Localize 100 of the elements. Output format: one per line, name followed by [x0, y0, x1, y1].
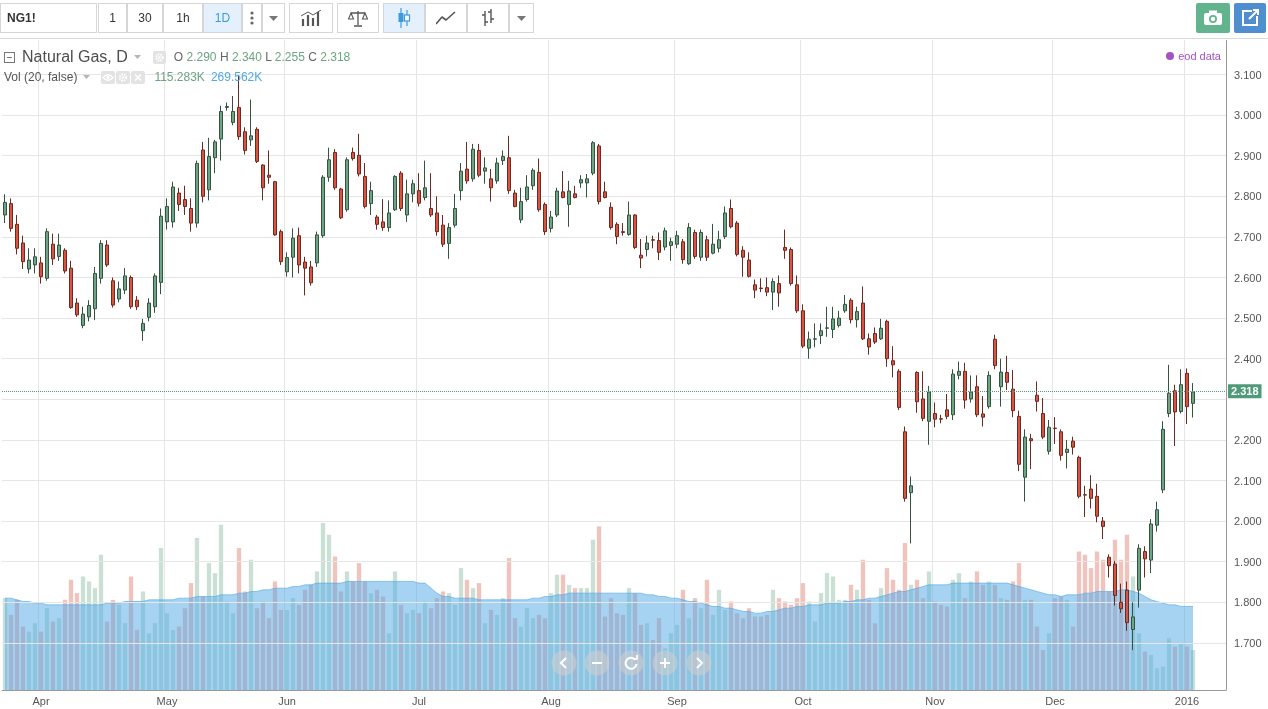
candlestick [141, 318, 145, 342]
candlestick [993, 334, 997, 370]
candlestick [363, 162, 367, 209]
candlestick [1107, 553, 1111, 579]
y-tick-label: 2.200 [1234, 433, 1262, 446]
x-tick-label: 2016 [1174, 695, 1200, 707]
y-tick-label: 2.800 [1234, 190, 1262, 203]
candlestick [747, 251, 751, 279]
candlestick [1185, 367, 1189, 425]
candlestick [897, 368, 901, 411]
candlestick [561, 170, 565, 199]
candlestick [699, 229, 703, 262]
candlestick [57, 233, 61, 262]
candlestick [285, 251, 289, 278]
text: Natural Gas, D [22, 48, 128, 66]
candlestick [129, 274, 133, 310]
candlestick [687, 222, 691, 266]
candlestick [291, 227, 295, 279]
candlestick [1179, 368, 1183, 415]
annotation: 115.283K [154, 70, 205, 84]
x-tick-label: Nov [925, 695, 945, 707]
candlestick [723, 205, 727, 240]
chart-title: Vol (20, false) [4, 70, 78, 84]
candlestick [963, 362, 967, 410]
candlestick [1173, 384, 1177, 447]
candlestick [249, 99, 253, 147]
symbol-field: NG1! [0, 3, 97, 33]
candlestick [519, 187, 523, 224]
candlestick [351, 147, 355, 162]
y-tick-label: 2.600 [1234, 271, 1262, 284]
candlestick [111, 277, 115, 309]
candlestick [447, 222, 451, 260]
candlestick [333, 148, 337, 191]
candlestick [579, 174, 583, 189]
candlestick [801, 303, 805, 349]
candlestick [93, 266, 97, 321]
candlestick [1005, 355, 1009, 391]
candlestick [435, 195, 439, 237]
candlestick [867, 333, 871, 356]
candlestick [267, 149, 271, 185]
candlestick [27, 247, 31, 274]
candlestick [417, 172, 421, 207]
candlestick [645, 235, 649, 257]
candlestick [663, 227, 667, 251]
candlestick [753, 279, 757, 299]
candlestick [1125, 581, 1129, 632]
interval-button: 1h [163, 3, 203, 33]
candlestick [183, 185, 187, 216]
annotation: 269.562K [210, 70, 263, 84]
candlestick [225, 102, 229, 112]
candlestick [69, 260, 73, 310]
candlestick [555, 187, 559, 218]
candlestick [1095, 483, 1099, 523]
x-tick-label: May [156, 695, 178, 707]
candlestick [159, 207, 163, 295]
candlestick [549, 210, 553, 233]
candlestick [657, 231, 661, 261]
candlestick [903, 426, 907, 503]
candlestick [387, 199, 391, 233]
candlestick [21, 235, 25, 270]
candlestick [1011, 369, 1015, 418]
candlestick [765, 277, 769, 297]
candlestick [189, 197, 193, 233]
y-tick-label: 1.700 [1234, 636, 1262, 649]
candlestick [1071, 436, 1075, 456]
candlestick [783, 229, 787, 260]
candlestick [513, 189, 517, 208]
candlestick [735, 220, 739, 257]
candlestick [1101, 516, 1105, 540]
candlestick [3, 193, 7, 224]
candlestick [567, 180, 571, 228]
candlestick [369, 181, 373, 216]
candlestick [915, 370, 919, 414]
candlestick [1041, 397, 1045, 440]
candlestick [1059, 428, 1063, 462]
candlestick [1137, 543, 1141, 609]
candlestick [603, 181, 607, 199]
candlestick [957, 361, 961, 380]
candlestick [1023, 428, 1027, 503]
y-tick-label: 2.500 [1234, 312, 1262, 325]
candlestick [1119, 583, 1123, 614]
y-tick-label: 3.000 [1234, 109, 1262, 122]
candlestick [825, 306, 829, 338]
x-tick-label: Jul [411, 695, 427, 707]
candlestick [441, 214, 445, 248]
candlestick [453, 193, 457, 229]
candlestick [1089, 474, 1093, 510]
candlestick [375, 214, 379, 231]
candlestick [165, 197, 169, 231]
candlestick [621, 222, 625, 237]
candlestick [63, 247, 67, 274]
candlestick [393, 174, 397, 212]
candlestick [423, 160, 427, 201]
y-tick-label: 2.400 [1234, 352, 1262, 365]
candlestick [87, 299, 91, 322]
candlestick [537, 158, 541, 213]
candlestick [81, 306, 85, 329]
candlestick [357, 133, 361, 177]
candlestick [531, 167, 535, 191]
candlestick [705, 235, 709, 262]
